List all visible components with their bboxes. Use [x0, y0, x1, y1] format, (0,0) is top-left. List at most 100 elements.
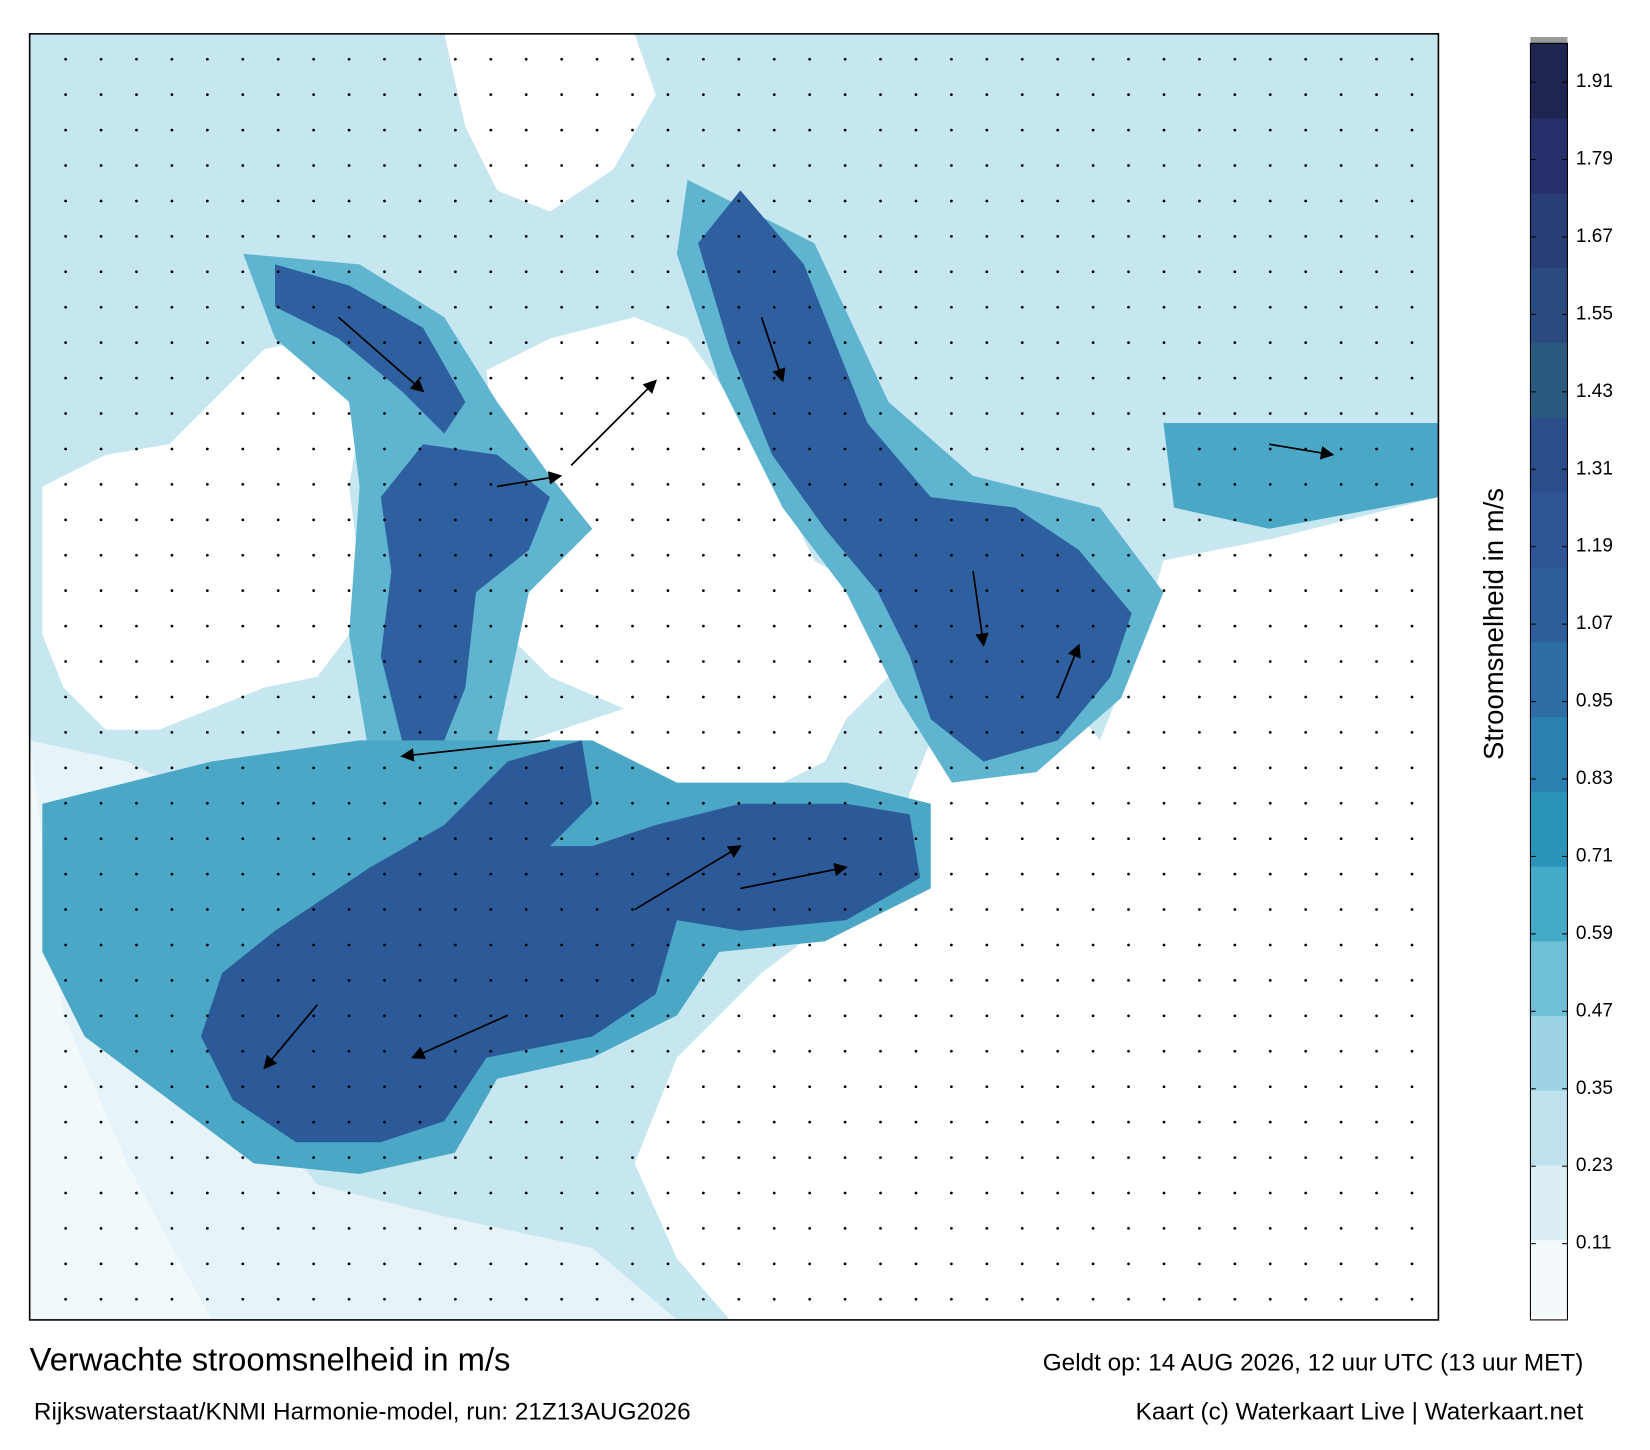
grid-dot [560, 128, 564, 132]
grid-dot [1304, 1262, 1308, 1266]
grid-dot [453, 93, 457, 97]
grid-dot [1162, 199, 1166, 203]
grid-dot [524, 412, 528, 415]
grid-dot [170, 624, 174, 628]
grid-dot [205, 341, 209, 345]
grid-dot [737, 164, 741, 167]
grid-dot [1304, 412, 1308, 415]
grid-dot [1304, 1014, 1308, 1018]
grid-dot [631, 1227, 634, 1230]
grid-dot [1162, 447, 1166, 451]
grid-dot [701, 908, 705, 911]
grid-dot [879, 1227, 882, 1230]
grid-dot [64, 1120, 68, 1124]
grid-dot [1304, 660, 1308, 663]
grid-dot [1020, 164, 1024, 167]
grid-dot [524, 1262, 528, 1266]
grid-dot [772, 979, 776, 982]
grid-dot [666, 908, 670, 911]
grid-dot [418, 553, 422, 557]
grid-dot [1268, 518, 1272, 522]
grid-dot [170, 305, 174, 309]
grid-dot [1127, 624, 1130, 628]
grid-dot [1091, 1156, 1095, 1159]
grid-dot [64, 695, 68, 699]
grid-dot [666, 447, 670, 451]
grid-dot [808, 766, 812, 770]
grid-dot [1162, 624, 1166, 628]
grid-dot [879, 943, 882, 947]
grid-dot [631, 553, 634, 557]
grid-dot [276, 376, 280, 380]
grid-dot [1339, 199, 1343, 203]
grid-dot [276, 93, 280, 97]
grid-dot [1233, 164, 1237, 167]
grid-dot [1410, 57, 1414, 61]
grid-dot [1056, 837, 1060, 841]
grid-dot [1304, 128, 1308, 132]
colorbar-tick-label: 0.83 [1576, 768, 1613, 789]
grid-dot [524, 837, 528, 841]
grid-dot [1091, 518, 1095, 522]
grid-dot [1410, 1156, 1414, 1159]
grid-dot [595, 93, 599, 97]
grid-dot [347, 979, 351, 982]
grid-dot [1339, 305, 1343, 309]
grid-dot [808, 624, 812, 628]
grid-dot [524, 483, 528, 486]
grid-dot [64, 1262, 68, 1266]
grid-dot [950, 589, 953, 593]
grid-dot [1198, 589, 1201, 593]
grid-dot [489, 376, 493, 380]
grid-dot [453, 1120, 457, 1124]
grid-dot [631, 164, 634, 167]
colorbar-tick-label: 1.19 [1576, 536, 1613, 557]
grid-dot [524, 376, 528, 380]
grid-dot [205, 837, 209, 841]
grid-dot [666, 624, 670, 628]
grid-dot [135, 235, 138, 238]
grid-dot [1233, 341, 1237, 345]
grid-dot [914, 412, 918, 415]
grid-dot [241, 1191, 245, 1195]
grid-dot [631, 1297, 634, 1301]
grid-dot [241, 1120, 245, 1124]
grid-dot [737, 660, 741, 663]
grid-dot [914, 872, 918, 876]
grid-dot [737, 1014, 741, 1018]
colorbar-band [1530, 716, 1568, 792]
grid-dot [1127, 483, 1130, 486]
grid-dot [666, 660, 670, 663]
grid-dot [560, 235, 564, 238]
grid-dot [666, 235, 670, 238]
grid-dot [135, 801, 138, 805]
grid-dot [914, 1191, 918, 1195]
colorbar-tick-label: 1.43 [1576, 381, 1613, 402]
grid-dot [241, 1014, 245, 1018]
grid-dot [418, 1262, 422, 1266]
grid-dot [772, 270, 776, 274]
grid-dot [1304, 376, 1308, 380]
grid-dot [312, 1120, 316, 1124]
grid-dot [843, 57, 847, 61]
grid-dot [1020, 589, 1024, 593]
grid-dot [666, 341, 670, 345]
grid-dot [879, 447, 882, 451]
grid-dot [1127, 979, 1130, 982]
grid-dot [595, 660, 599, 663]
grid-dot [1020, 553, 1024, 557]
grid-dot [453, 412, 457, 415]
grid-dot [1268, 1156, 1272, 1159]
grid-dot [1020, 731, 1024, 734]
grid-dot [1410, 695, 1414, 699]
grid-dot [1127, 128, 1130, 132]
grid-dot [772, 660, 776, 663]
grid-dot [1233, 1262, 1237, 1266]
grid-dot [1268, 943, 1272, 947]
grid-dot [808, 376, 812, 380]
grid-dot [595, 412, 599, 415]
grid-dot [1410, 447, 1414, 451]
grid-dot [383, 908, 386, 911]
grid-dot [843, 553, 847, 557]
grid-dot [347, 1227, 351, 1230]
